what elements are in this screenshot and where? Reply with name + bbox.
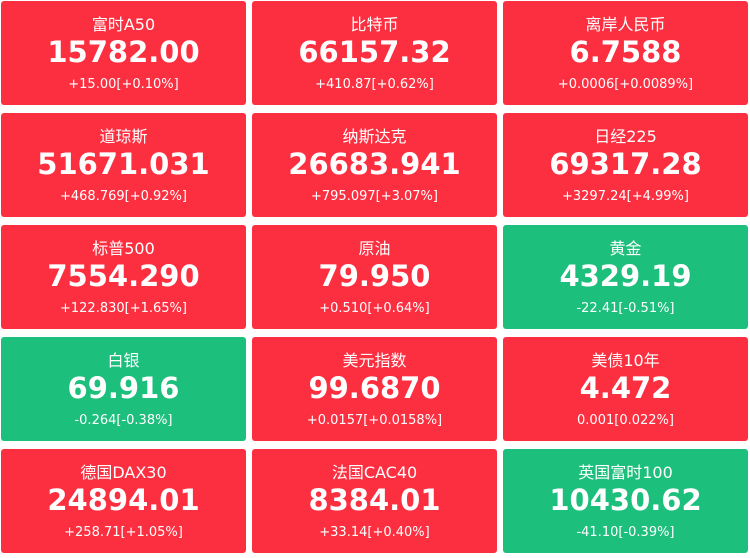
instrument-name: 纳斯达克	[342, 127, 407, 146]
instrument-name: 富时A50	[91, 15, 156, 34]
price-change: +0.0157[+0.0158%]	[306, 413, 443, 428]
instrument-name: 离岸人民币	[585, 15, 666, 34]
price-change: -41.10[-0.39%]	[576, 525, 675, 540]
price-change: -22.41[-0.51%]	[576, 301, 675, 316]
price: 4.472	[579, 371, 672, 405]
instrument-name: 标普500	[92, 239, 155, 258]
price-change: +3297.24[+4.99%]	[562, 189, 689, 204]
quote-tile[interactable]: 日经225 69317.28 +3297.24[+4.99%]	[503, 113, 748, 217]
price-change: +410.87[+0.62%]	[315, 77, 434, 92]
price-change: +0.0006[+0.0089%]	[557, 77, 694, 92]
price: 26683.941	[288, 147, 461, 181]
instrument-name: 白银	[107, 351, 140, 370]
instrument-name: 美债10年	[591, 351, 660, 370]
price: 69.916	[67, 371, 180, 405]
price-change: +15.00[+0.10%]	[68, 77, 179, 92]
instrument-name: 美元指数	[342, 351, 407, 370]
price: 7554.290	[47, 259, 200, 293]
instrument-name: 原油	[358, 239, 391, 258]
price: 4329.19	[559, 259, 692, 293]
price-change: +33.14[+0.40%]	[319, 525, 430, 540]
price-change: +122.830[+1.65%]	[60, 301, 187, 316]
quote-tile[interactable]: 标普500 7554.290 +122.830[+1.65%]	[1, 225, 246, 329]
quote-tile[interactable]: 美债10年 4.472 0.001[0.022%]	[503, 337, 748, 441]
instrument-name: 法国CAC40	[331, 463, 418, 482]
quote-tile[interactable]: 德国DAX30 24894.01 +258.71[+1.05%]	[1, 449, 246, 553]
quote-tile[interactable]: 道琼斯 51671.031 +468.769[+0.92%]	[1, 113, 246, 217]
instrument-name: 道琼斯	[99, 127, 148, 146]
price: 8384.01	[308, 483, 441, 517]
price: 66157.32	[298, 35, 451, 69]
price-change: 0.001[0.022%]	[577, 413, 674, 428]
quote-tile[interactable]: 纳斯达克 26683.941 +795.097[+3.07%]	[252, 113, 497, 217]
instrument-name: 德国DAX30	[80, 463, 167, 482]
price-change: +468.769[+0.92%]	[60, 189, 187, 204]
quote-tile[interactable]: 富时A50 15782.00 +15.00[+0.10%]	[1, 1, 246, 105]
price-change: +0.510[+0.64%]	[319, 301, 430, 316]
price: 6.7588	[569, 35, 682, 69]
quote-tile[interactable]: 白银 69.916 -0.264[-0.38%]	[1, 337, 246, 441]
instrument-name: 英国富时100	[578, 463, 673, 482]
price: 10430.62	[549, 483, 702, 517]
quote-tile[interactable]: 黄金 4329.19 -22.41[-0.51%]	[503, 225, 748, 329]
price: 15782.00	[47, 35, 200, 69]
instrument-name: 黄金	[609, 239, 642, 258]
price: 24894.01	[47, 483, 200, 517]
price: 99.6870	[308, 371, 441, 405]
instrument-name: 日经225	[594, 127, 657, 146]
quote-tile[interactable]: 比特币 66157.32 +410.87[+0.62%]	[252, 1, 497, 105]
price-change: -0.264[-0.38%]	[74, 413, 173, 428]
price-change: +795.097[+3.07%]	[311, 189, 438, 204]
instrument-name: 比特币	[350, 15, 399, 34]
price: 79.950	[318, 259, 431, 293]
quote-tile[interactable]: 离岸人民币 6.7588 +0.0006[+0.0089%]	[503, 1, 748, 105]
price: 69317.28	[549, 147, 702, 181]
price-change: +258.71[+1.05%]	[64, 525, 183, 540]
quote-tile[interactable]: 原油 79.950 +0.510[+0.64%]	[252, 225, 497, 329]
price: 51671.031	[37, 147, 210, 181]
quote-tile[interactable]: 法国CAC40 8384.01 +33.14[+0.40%]	[252, 449, 497, 553]
quote-tile[interactable]: 美元指数 99.6870 +0.0157[+0.0158%]	[252, 337, 497, 441]
quote-tile[interactable]: 英国富时100 10430.62 -41.10[-0.39%]	[503, 449, 748, 553]
